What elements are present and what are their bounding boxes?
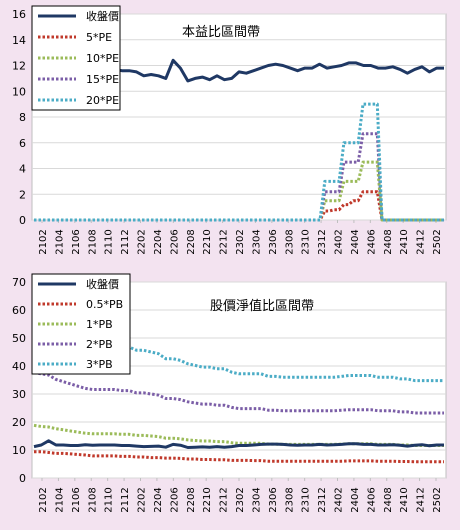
chart-0-x-tick-label: 2110 xyxy=(104,229,115,254)
chart-1-y-tick-label: 10 xyxy=(12,444,26,457)
chart-0-x-tick-label: 2310 xyxy=(301,229,312,254)
chart-1-y-tick-label: 60 xyxy=(12,304,26,317)
chart-1-x-tick-label: 2206 xyxy=(169,487,180,512)
chart-0-legend-label: 20*PE xyxy=(86,94,119,107)
chart-0-series-line xyxy=(34,102,444,222)
chart-1-y-tick-label: 30 xyxy=(12,388,26,401)
chart-0-y-tick-label: 10 xyxy=(12,85,26,98)
chart-1-y-tick-label: 0 xyxy=(19,472,26,485)
chart-0-legend-label: 5*PE xyxy=(86,31,112,44)
chart-1-x-tick-label: 2204 xyxy=(153,487,164,512)
chart-0-x-tick-label: 2412 xyxy=(416,229,427,254)
chart-0-title: 本益比區間帶 xyxy=(182,25,260,40)
chart-1-x-tick-label: 2404 xyxy=(350,487,361,512)
chart-0-x-tick-label: 2404 xyxy=(350,229,361,254)
chart-1-x-tick-label: 2502 xyxy=(432,487,443,512)
chart-0-x-tick-label: 2302 xyxy=(235,229,246,254)
chart-1-x-tick-label: 2408 xyxy=(383,487,394,512)
chart-1-x-tick-label: 2406 xyxy=(366,487,377,512)
chart-1-x-tick-label: 2108 xyxy=(87,487,98,512)
chart-1-legend-label: 0.5*PB xyxy=(86,298,123,311)
chart-0-x-tick-label: 2306 xyxy=(268,229,279,254)
chart-1-x-tick-label: 2312 xyxy=(317,487,328,512)
chart-0-x-tick-label: 2104 xyxy=(54,229,65,254)
chart-1-x-tick-label: 2402 xyxy=(334,487,345,512)
chart-1-series-line xyxy=(33,371,444,415)
chart-1-x-tick-label: 2102 xyxy=(38,487,49,512)
chart-0-x-tick-label: 2206 xyxy=(169,229,180,254)
chart-0-x-tick-label: 2112 xyxy=(120,229,131,254)
chart-1-y-tick-label: 70 xyxy=(12,276,26,289)
chart-0-legend-label: 收盤價 xyxy=(86,9,119,23)
chart-1-x-tick-label: 2308 xyxy=(284,487,295,512)
chart-1-y-tick-label: 40 xyxy=(12,360,26,373)
chart-0-y-tick-label: 12 xyxy=(12,60,26,73)
chart-1-legend-label: 2*PB xyxy=(86,338,113,351)
chart-0-x-tick-label: 2402 xyxy=(334,229,345,254)
chart-1-y-tick-label: 50 xyxy=(12,332,26,345)
chart-1-x-tick-label: 2202 xyxy=(137,487,148,512)
chart-1-x-tick-label: 2306 xyxy=(268,487,279,512)
chart-1-legend-label: 1*PB xyxy=(86,318,113,331)
chart-0-y-tick-label: 16 xyxy=(12,8,26,21)
chart-0-legend xyxy=(31,5,121,111)
chart-0-y-tick-label: 4 xyxy=(19,163,26,176)
chart-1-x-tick-label: 2412 xyxy=(416,487,427,512)
chart-0-y-tick-label: 14 xyxy=(12,34,26,47)
chart-0-x-tick-label: 2108 xyxy=(87,229,98,254)
chart-0-x-tick-label: 2202 xyxy=(137,229,148,254)
chart-1-x-tick-label: 2104 xyxy=(54,487,65,512)
chart-1-x-tick-label: 2304 xyxy=(251,487,262,512)
pb-band-chart: 0 10 20 30 40 50 60 70 2102 2104 2106 2108 2110 2112 2… xyxy=(0,268,460,530)
chart-0-x-tick-label: 2208 xyxy=(186,229,197,254)
chart-1-x-tick-label: 2210 xyxy=(202,487,213,512)
chart-0-x-tick-label: 2102 xyxy=(38,229,49,254)
chart-1-x-tick-label: 2310 xyxy=(301,487,312,512)
chart-0-y-tick-label: 0 xyxy=(19,214,26,227)
chart-1-title: 股價淨值比區間帶 xyxy=(210,298,314,314)
chart-0-x-tick-label: 2304 xyxy=(251,229,262,254)
chart-0-svg: 0 2 4 6 8 10 12 14 16 2102 2104 2106 2108 2110 2112 220… xyxy=(12,5,447,255)
chart-0-x-tick-label: 2406 xyxy=(366,229,377,254)
chart-0-legend-label: 15*PE xyxy=(86,73,119,86)
chart-0-x-tick-label: 2106 xyxy=(71,229,82,254)
chart-0-x-tick-label: 2312 xyxy=(317,229,328,254)
chart-1-legend-label: 3*PB xyxy=(86,358,113,371)
chart-1-x-tick-label: 2410 xyxy=(399,487,410,512)
chart-0-legend-label: 10*PE xyxy=(86,52,119,65)
chart-0-x-tick-label: 2408 xyxy=(383,229,394,254)
chart-1-x-tick-label: 2110 xyxy=(104,487,115,512)
chart-0-x-tick-label: 2308 xyxy=(284,229,295,254)
chart-0-y-tick-label: 8 xyxy=(19,111,26,124)
chart-1-x-tick-label: 2302 xyxy=(235,487,246,512)
chart-1-x-tick-label: 2112 xyxy=(120,487,131,512)
chart-1-series-line xyxy=(34,450,444,464)
chart-0-x-tick-label: 2212 xyxy=(219,229,230,254)
pe-band-chart: 0 2 4 6 8 10 12 14 16 2102 2104 2106 2108 2110 2112 220… xyxy=(0,0,460,262)
chart-0-x-tick-label: 2502 xyxy=(432,229,443,254)
chart-1-x-tick-label: 2212 xyxy=(219,487,230,512)
chart-1-y-tick-label: 20 xyxy=(12,416,26,429)
chart-1-legend-label: 收盤價 xyxy=(86,277,119,291)
chart-1-x-tick-label: 2208 xyxy=(186,487,197,512)
chart-0-y-tick-label: 2 xyxy=(19,188,26,201)
chart-0-x-tick-label: 2204 xyxy=(153,229,164,254)
chart-0-x-tick-label: 2210 xyxy=(202,229,213,254)
chart-1-x-tick-label: 2106 xyxy=(71,487,82,512)
chart-0-y-tick-label: 6 xyxy=(19,137,26,150)
chart-0-x-tick-label: 2410 xyxy=(399,229,410,254)
chart-1-series-line xyxy=(33,439,444,449)
chart-1-svg: 0 10 20 30 40 50 60 70 2102 2104 2106 2108 2110 2112 2… xyxy=(12,273,447,513)
